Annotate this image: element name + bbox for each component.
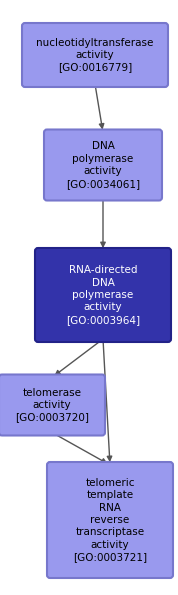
Text: nucleotidyltransferase
activity
[GO:0016779]: nucleotidyltransferase activity [GO:0016… — [36, 37, 154, 73]
FancyBboxPatch shape — [47, 462, 173, 578]
Text: telomerase
activity
[GO:0003720]: telomerase activity [GO:0003720] — [15, 387, 89, 422]
Text: DNA
polymerase
activity
[GO:0034061]: DNA polymerase activity [GO:0034061] — [66, 142, 140, 189]
Text: RNA-directed
DNA
polymerase
activity
[GO:0003964]: RNA-directed DNA polymerase activity [GO… — [66, 265, 140, 325]
Text: telomeric
template
RNA
reverse
transcriptase
activity
[GO:0003721]: telomeric template RNA reverse transcrip… — [73, 478, 147, 562]
FancyBboxPatch shape — [35, 248, 171, 342]
FancyBboxPatch shape — [44, 130, 162, 201]
FancyBboxPatch shape — [0, 374, 105, 436]
FancyBboxPatch shape — [22, 23, 168, 87]
